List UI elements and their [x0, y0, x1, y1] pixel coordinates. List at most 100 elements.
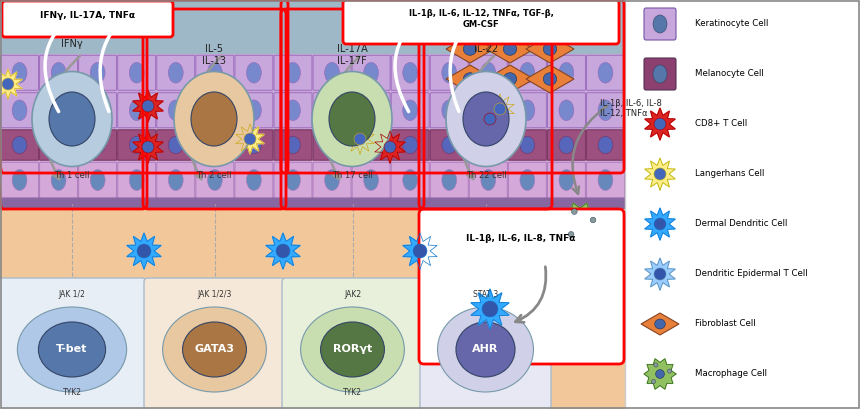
- Polygon shape: [346, 124, 374, 154]
- Polygon shape: [475, 103, 505, 135]
- FancyBboxPatch shape: [40, 130, 77, 160]
- FancyBboxPatch shape: [470, 130, 507, 160]
- FancyBboxPatch shape: [118, 55, 156, 90]
- Ellipse shape: [446, 72, 526, 166]
- Ellipse shape: [494, 103, 506, 115]
- Polygon shape: [486, 94, 514, 124]
- Ellipse shape: [207, 136, 222, 154]
- Polygon shape: [486, 65, 534, 93]
- Polygon shape: [446, 35, 494, 63]
- Ellipse shape: [402, 170, 418, 191]
- FancyBboxPatch shape: [2, 1, 173, 37]
- Ellipse shape: [442, 136, 457, 154]
- FancyBboxPatch shape: [78, 93, 117, 128]
- Polygon shape: [644, 359, 676, 389]
- Ellipse shape: [413, 244, 427, 258]
- Ellipse shape: [654, 168, 666, 180]
- Ellipse shape: [329, 92, 375, 146]
- FancyBboxPatch shape: [196, 130, 234, 160]
- FancyBboxPatch shape: [343, 0, 619, 44]
- Ellipse shape: [456, 322, 515, 377]
- Ellipse shape: [354, 133, 366, 145]
- Text: Dermal Dendritic Cell: Dermal Dendritic Cell: [695, 220, 788, 229]
- Ellipse shape: [442, 63, 457, 83]
- Polygon shape: [266, 233, 300, 269]
- FancyBboxPatch shape: [157, 162, 194, 198]
- FancyBboxPatch shape: [235, 162, 273, 198]
- Text: Keratinocyte Cell: Keratinocyte Cell: [695, 20, 768, 29]
- Ellipse shape: [207, 63, 222, 83]
- Ellipse shape: [402, 136, 418, 154]
- Ellipse shape: [301, 307, 404, 392]
- FancyBboxPatch shape: [352, 55, 390, 90]
- Text: Th 2 cell: Th 2 cell: [196, 171, 231, 180]
- Polygon shape: [486, 35, 534, 63]
- FancyBboxPatch shape: [391, 55, 429, 90]
- FancyBboxPatch shape: [644, 8, 676, 40]
- Ellipse shape: [52, 170, 66, 191]
- FancyBboxPatch shape: [118, 93, 156, 128]
- Text: IL-1β, IL-6, IL-8, TNFα: IL-1β, IL-6, IL-8, TNFα: [466, 234, 575, 243]
- Polygon shape: [1, 6, 28, 33]
- FancyBboxPatch shape: [548, 55, 586, 90]
- Ellipse shape: [286, 136, 300, 154]
- Ellipse shape: [402, 100, 418, 121]
- FancyBboxPatch shape: [508, 162, 546, 198]
- Ellipse shape: [191, 92, 237, 146]
- Ellipse shape: [137, 244, 151, 258]
- FancyBboxPatch shape: [419, 209, 624, 364]
- FancyBboxPatch shape: [430, 55, 468, 90]
- Text: TYK2: TYK2: [63, 388, 82, 397]
- Ellipse shape: [169, 136, 183, 154]
- FancyBboxPatch shape: [508, 130, 546, 160]
- FancyBboxPatch shape: [548, 93, 586, 128]
- Polygon shape: [375, 131, 405, 163]
- Ellipse shape: [207, 100, 222, 121]
- FancyBboxPatch shape: [313, 162, 351, 198]
- Text: GATA3: GATA3: [194, 344, 235, 355]
- Ellipse shape: [654, 118, 666, 130]
- FancyBboxPatch shape: [644, 58, 676, 90]
- Ellipse shape: [384, 141, 396, 153]
- Ellipse shape: [481, 136, 495, 154]
- Ellipse shape: [544, 43, 556, 55]
- FancyBboxPatch shape: [274, 55, 312, 90]
- Bar: [625, 0, 860, 409]
- Ellipse shape: [438, 307, 533, 392]
- Ellipse shape: [52, 100, 66, 121]
- FancyBboxPatch shape: [420, 278, 551, 409]
- Text: IL-5
IL-13: IL-5 IL-13: [202, 44, 226, 65]
- Ellipse shape: [503, 43, 517, 55]
- Ellipse shape: [169, 170, 183, 191]
- Polygon shape: [471, 289, 509, 329]
- Circle shape: [590, 217, 596, 223]
- Ellipse shape: [364, 100, 378, 121]
- FancyBboxPatch shape: [235, 55, 273, 90]
- FancyBboxPatch shape: [196, 93, 234, 128]
- Ellipse shape: [598, 63, 613, 83]
- Text: Th 17 cell: Th 17 cell: [332, 171, 372, 180]
- Polygon shape: [526, 35, 574, 63]
- Ellipse shape: [12, 136, 27, 154]
- Ellipse shape: [364, 136, 378, 154]
- Ellipse shape: [482, 301, 498, 317]
- Ellipse shape: [653, 15, 667, 33]
- FancyBboxPatch shape: [118, 130, 156, 160]
- FancyBboxPatch shape: [196, 55, 234, 90]
- FancyBboxPatch shape: [430, 93, 468, 128]
- Text: Melanocyte Cell: Melanocyte Cell: [695, 70, 764, 79]
- Polygon shape: [0, 69, 22, 99]
- FancyBboxPatch shape: [196, 162, 234, 198]
- FancyBboxPatch shape: [470, 55, 507, 90]
- FancyBboxPatch shape: [1, 55, 39, 90]
- Bar: [0, 161, 625, 199]
- Ellipse shape: [169, 63, 183, 83]
- Bar: [0, 197, 625, 209]
- Text: JAK 1/2/3: JAK 1/2/3: [197, 290, 231, 299]
- FancyBboxPatch shape: [144, 278, 285, 409]
- Text: JAK 1/2: JAK 1/2: [58, 290, 85, 299]
- Ellipse shape: [321, 322, 384, 377]
- Ellipse shape: [17, 307, 126, 392]
- Ellipse shape: [520, 100, 535, 121]
- Ellipse shape: [90, 63, 105, 83]
